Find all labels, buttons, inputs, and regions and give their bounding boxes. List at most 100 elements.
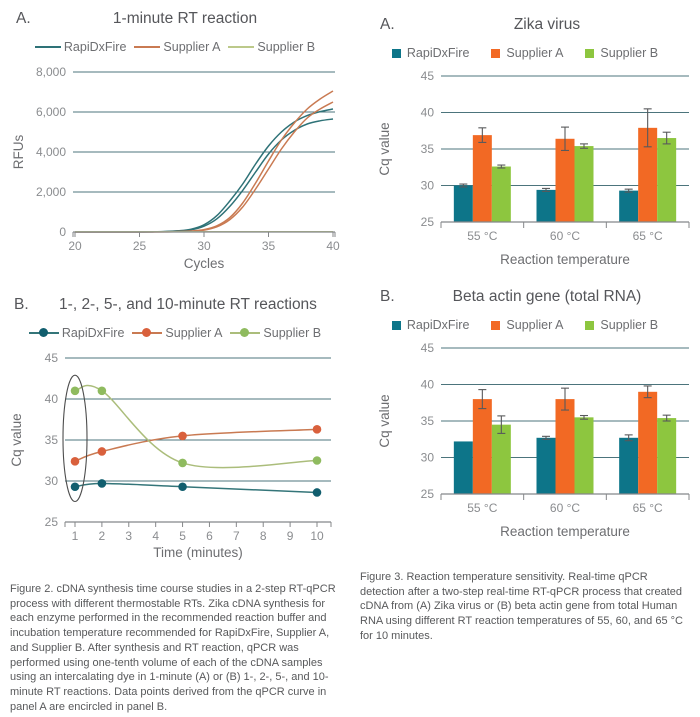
legend-item-supplier-a: Supplier A [134, 40, 220, 54]
svg-text:1: 1 [72, 529, 79, 543]
legend-rt-curve: RapiDxFire Supplier A Supplier B [0, 38, 350, 56]
svg-text:20: 20 [68, 239, 82, 253]
svg-text:2,000: 2,000 [36, 185, 66, 199]
svg-text:45: 45 [421, 69, 435, 83]
legend-label: RapiDxFire [406, 318, 470, 332]
legend-label: RapiDxFire [63, 40, 127, 54]
legend-item-supplier-a: Supplier A [491, 46, 563, 60]
svg-text:30: 30 [197, 239, 211, 253]
figure2-caption: Figure 2. cDNA synthesis time course stu… [10, 583, 336, 713]
chart-title-zika-virus: Zika virus [513, 16, 581, 33]
svg-text:35: 35 [262, 239, 276, 253]
legend-swatch-rapidxfire-icon [391, 48, 401, 58]
panel-figure3-b: B. Beta actin gene (total RNA) RapiDxFir… [350, 288, 700, 548]
svg-text:30: 30 [421, 451, 435, 465]
svg-text:6: 6 [206, 529, 213, 543]
svg-text:Cycles: Cycles [184, 256, 225, 271]
svg-text:55 °C: 55 °C [467, 229, 497, 243]
legend-label: RapiDxFire [406, 46, 470, 60]
panel-label-b: B. [14, 296, 29, 313]
legend-item-supplier-b: Supplier B [585, 318, 658, 332]
legend-beta-actin: RapiDxFire Supplier A Supplier B [350, 316, 700, 334]
legend-swatch-supplier-b-icon [228, 46, 255, 48]
svg-text:10: 10 [310, 529, 324, 543]
legend-item-rapidxfire: RapiDxFire [28, 326, 125, 340]
svg-text:Cq value: Cq value [377, 122, 392, 175]
legend-swatch-supplier-a-icon [491, 320, 501, 330]
panel-label-a: A. [16, 10, 31, 27]
svg-text:7: 7 [233, 529, 240, 543]
legend-swatch-supplier-b-icon [585, 48, 595, 58]
svg-text:65 °C: 65 °C [633, 229, 663, 243]
svg-text:45: 45 [45, 351, 59, 365]
legend-label: Supplier B [600, 46, 659, 60]
figure3-caption: Figure 3. Reaction temperature sensitivi… [360, 571, 683, 642]
svg-text:65 °C: 65 °C [633, 501, 663, 515]
legend-item-supplier-b: Supplier B [585, 46, 658, 60]
panel-figure2-a: A. 1-minute RT reaction RapiDxFire Suppli… [0, 10, 350, 272]
panel-figure2-b: B. 1-, 2-, 5-, and 10-minute RT reaction… [0, 296, 350, 560]
panel-header: A. Zika virus [350, 16, 700, 38]
legend-swatch-supplier-a-icon [132, 328, 163, 337]
legend-label: Supplier A [165, 326, 223, 340]
legend-zika: RapiDxFire Supplier A Supplier B [350, 44, 700, 62]
svg-text:Cq value: Cq value [377, 394, 392, 447]
svg-text:40: 40 [326, 239, 340, 253]
svg-text:40: 40 [421, 378, 435, 392]
svg-text:0: 0 [59, 225, 66, 239]
svg-text:2: 2 [99, 529, 106, 543]
legend-item-supplier-b: Supplier B [230, 326, 321, 340]
panel-figure3-a: A. Zika virus RapiDxFire Supplier A Suppli… [350, 16, 700, 276]
svg-text:Cq value: Cq value [9, 413, 24, 466]
chart-title-beta-actin: Beta actin gene (total RNA) [452, 288, 642, 305]
svg-text:9: 9 [287, 529, 294, 543]
svg-text:6,000: 6,000 [36, 105, 66, 119]
chart-title-rt-time-course: 1-, 2-, 5-, and 10-minute RT reactions [59, 296, 317, 313]
svg-text:55 °C: 55 °C [467, 501, 497, 515]
svg-text:35: 35 [421, 414, 435, 428]
legend-swatch-rapidxfire-icon [28, 328, 59, 337]
svg-text:8,000: 8,000 [36, 65, 66, 79]
legend-swatch-supplier-a-icon [491, 48, 501, 58]
chart-title-1-minute-rt: 1-minute RT reaction [112, 10, 258, 27]
panel-label-b: B. [380, 288, 395, 305]
svg-text:25: 25 [45, 515, 59, 529]
svg-text:30: 30 [45, 474, 59, 488]
svg-text:Time (minutes): Time (minutes) [153, 545, 243, 560]
legend-label: RapiDxFire [61, 326, 125, 340]
chart-beta-actin-bars: 25 30 35 40 45 Reaction temperature Cq value 55… [377, 341, 690, 539]
legend-label: Supplier B [263, 326, 322, 340]
legend-label: Supplier B [257, 40, 316, 54]
svg-text:5: 5 [179, 529, 186, 543]
svg-text:3: 3 [125, 529, 132, 543]
svg-text:45: 45 [421, 341, 435, 355]
svg-text:40: 40 [421, 106, 435, 120]
legend-swatch-supplier-a-icon [134, 46, 161, 48]
legend-item-rapidxfire: RapiDxFire [34, 40, 127, 54]
svg-text:40: 40 [45, 392, 59, 406]
svg-text:8: 8 [260, 529, 267, 543]
legend-swatch-supplier-b-icon [230, 328, 261, 337]
legend-item-rapidxfire: RapiDxFire [391, 318, 470, 332]
panel-header: B. 1-, 2-, 5-, and 10-minute RT reaction… [0, 296, 350, 318]
chart-zika-virus-bars: 25 30 35 40 45 Reaction temperature Cq value 55… [377, 69, 690, 267]
svg-text:35: 35 [45, 433, 59, 447]
legend-timecourse: RapiDxFire Supplier A Supplier B [0, 324, 350, 342]
legend-item-rapidxfire: RapiDxFire [391, 46, 470, 60]
svg-text:4: 4 [152, 529, 159, 543]
svg-text:25: 25 [133, 239, 147, 253]
panel-header: A. 1-minute RT reaction [0, 10, 350, 32]
svg-text:Reaction temperature: Reaction temperature [500, 524, 630, 539]
legend-swatch-rapidxfire-icon [391, 320, 401, 330]
legend-swatch-supplier-b-icon [585, 320, 595, 330]
svg-text:25: 25 [421, 487, 435, 501]
chart-rt-amplification-curves: 0 2,000 4,000 6,000 8,000 Cycles RFUs 20 25 30 35 4… [11, 65, 340, 271]
svg-text:60 °C: 60 °C [550, 501, 580, 515]
panel-header: B. Beta actin gene (total RNA) [350, 288, 700, 310]
legend-label: Supplier B [600, 318, 659, 332]
svg-text:35: 35 [421, 142, 435, 156]
svg-text:Reaction temperature: Reaction temperature [500, 252, 630, 267]
svg-text:25: 25 [421, 215, 435, 229]
